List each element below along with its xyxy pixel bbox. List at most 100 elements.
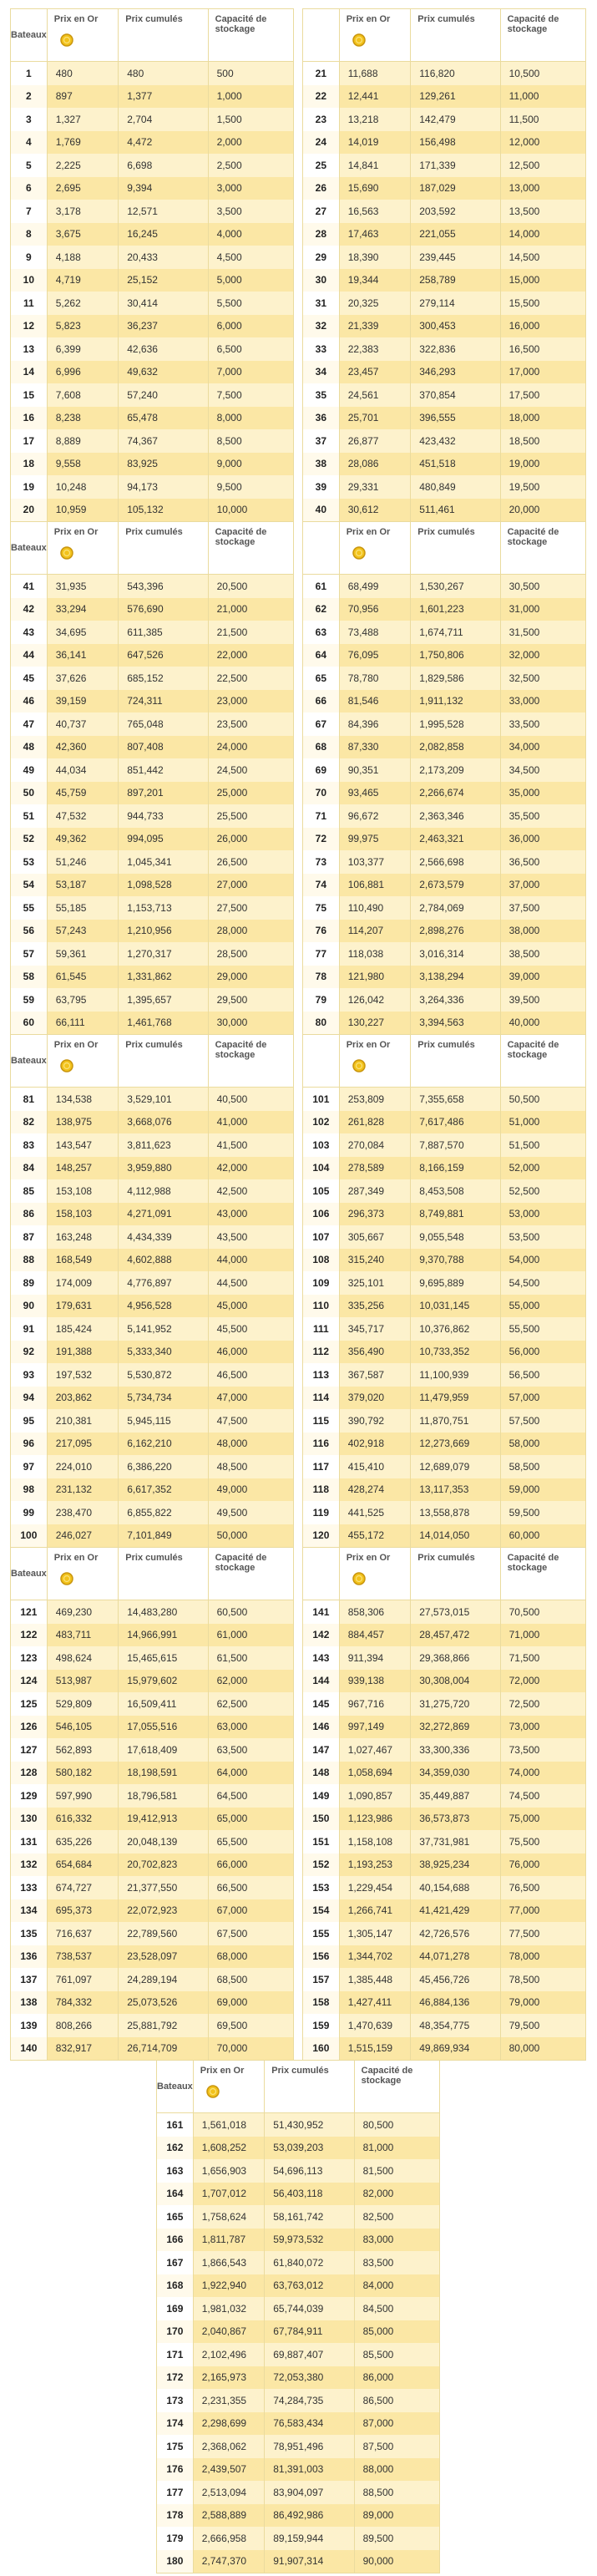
table-cell: 7 — [11, 200, 48, 223]
table-cell: 6,386,220 — [119, 1455, 209, 1478]
table-cell: 55,000 — [500, 1294, 586, 1317]
table-cell: 84,396 — [339, 712, 412, 736]
table-row: 180 2,747,370 91,907,314 90,000 — [157, 2549, 440, 2573]
table-cell: 14,014,050 — [411, 1524, 501, 1547]
table-cell: 13,558,878 — [411, 1501, 501, 1524]
table-cell: 65,478 — [119, 406, 209, 429]
table-cell: 71,500 — [500, 1646, 586, 1670]
table-cell: 74,367 — [119, 429, 209, 453]
table-cell: 32,272,869 — [411, 1715, 501, 1738]
table-cell: 12,273,669 — [411, 1432, 501, 1455]
table-cell: 165 — [157, 2205, 194, 2229]
table-row: 135 716,637 22,789,560 67,500 — [11, 1922, 294, 1945]
table-cell: 62 — [303, 597, 340, 621]
header-cell: Prix en Or — [340, 1035, 412, 1087]
table-cell: 56 — [11, 919, 48, 942]
table-cell: 103 — [303, 1133, 340, 1157]
table-cell: 203,862 — [47, 1386, 119, 1409]
table-cell: 38,925,234 — [411, 1853, 501, 1876]
coin-icon — [60, 33, 73, 47]
table-cell: 75,500 — [500, 1830, 586, 1853]
table-cell: 166 — [157, 2228, 194, 2251]
table-cell: 110,490 — [339, 896, 412, 920]
table-cell: 39,159 — [47, 689, 119, 712]
table-cell: 51,000 — [500, 1110, 586, 1133]
table-cell: 40,000 — [500, 1011, 586, 1034]
table-cell: 29,368,866 — [411, 1646, 501, 1670]
table-cell: 93,465 — [339, 781, 412, 804]
coin-icon — [60, 1572, 73, 1585]
table-cell: 11,100,939 — [411, 1363, 501, 1387]
header-cell: Prix cumulés — [119, 1548, 209, 1600]
table-cell: 38,500 — [500, 942, 586, 966]
table-cell: 480 — [119, 62, 209, 85]
header-row: Prix en Or Prix cumulés Capacité de stocka… — [303, 522, 585, 575]
table-cell: 25,500 — [208, 804, 294, 828]
table-row: 37 26,877 423,432 18,500 — [303, 429, 586, 453]
table-row: 21 11,688 116,820 10,500 — [303, 62, 586, 85]
table-cell: 33,000 — [500, 689, 586, 712]
table-row: 3 1,327 2,704 1,500 — [11, 108, 294, 131]
table-cell: 91,907,314 — [265, 2549, 355, 2573]
table-cell: 1,266,741 — [339, 1899, 412, 1922]
table-cell: 41,000 — [208, 1110, 294, 1133]
header-cell: Capacité de stockage — [209, 1035, 293, 1087]
table-cell: 1,608,252 — [193, 2136, 266, 2159]
table-row: 164 1,707,012 56,403,118 82,000 — [157, 2182, 440, 2205]
table-cell: 24 — [303, 130, 340, 154]
table-cell: 31,000 — [500, 597, 586, 621]
table-cell: 2,165,973 — [193, 2366, 266, 2389]
table-row: 74 106,881 2,673,579 37,000 — [303, 873, 586, 896]
table-cell: 69 — [303, 758, 340, 782]
table-cell: 47,000 — [208, 1386, 294, 1409]
table-cell: 139 — [11, 2014, 48, 2037]
table-cell: 597,990 — [47, 1784, 119, 1808]
table-cell: 130,227 — [339, 1011, 412, 1034]
table-cell: 50,500 — [500, 1088, 586, 1111]
table-row: 156 1,344,702 44,071,278 78,000 — [303, 1945, 586, 1968]
table-cell: 500 — [208, 62, 294, 85]
table-cell: 33 — [303, 337, 340, 361]
table-cell: 25,000 — [208, 781, 294, 804]
table-cell: 100 — [11, 1524, 48, 1547]
table-cell: 13,000 — [500, 176, 586, 200]
table-row: 13 6,399 42,636 6,500 — [11, 337, 294, 361]
table-cell: 70,000 — [208, 2036, 294, 2060]
table-cell: 55,185 — [47, 896, 119, 920]
table-row: 87 163,248 4,434,339 43,500 — [11, 1225, 294, 1249]
table-cell: 197,532 — [47, 1363, 119, 1387]
table-cell: 12,000 — [500, 130, 586, 154]
header-text: Prix cumulés — [417, 14, 475, 24]
table-cell: 156 — [303, 1945, 340, 1968]
table-row: 142 884,457 28,457,472 71,000 — [303, 1623, 586, 1646]
table-cell: 111 — [303, 1317, 340, 1341]
table-cell: 2,673,579 — [411, 873, 501, 896]
table-cell: 162 — [157, 2136, 194, 2159]
table-cell: 2,695 — [47, 176, 119, 200]
table-cell: 5,500 — [208, 292, 294, 315]
table-cell: 65,000 — [208, 1807, 294, 1830]
table-row: 157 1,385,448 45,456,726 78,500 — [303, 1968, 586, 1991]
table-cell: 3,959,880 — [119, 1156, 209, 1179]
table-cell: 86 — [11, 1202, 48, 1225]
table-cell: 60 — [11, 1011, 48, 1034]
table-cell: 17,000 — [500, 360, 586, 383]
table-cell: 27,500 — [208, 896, 294, 920]
table-row: 93 197,532 5,530,872 46,500 — [11, 1363, 294, 1387]
table-row: 73 103,377 2,566,698 36,500 — [303, 850, 586, 874]
table-cell: 23,500 — [208, 712, 294, 736]
table-cell: 287,349 — [339, 1179, 412, 1203]
table-cell: 24,289,194 — [119, 1968, 209, 1991]
header-text: Capacité de stockage — [215, 527, 267, 547]
header-row: Prix en Or Prix cumulés Capacité de stocka… — [303, 9, 585, 62]
table-row: 44 36,141 647,526 22,000 — [11, 643, 294, 667]
table-cell: 1,758,624 — [193, 2205, 266, 2229]
table-cell: 27,573,015 — [411, 1600, 501, 1624]
table-cell: 1,461,768 — [119, 1011, 209, 1034]
table-cell: 7,000 — [208, 360, 294, 383]
table-cell: 89 — [11, 1271, 48, 1295]
table-cell: 22,500 — [208, 667, 294, 690]
table-cell: 21,339 — [339, 314, 412, 337]
table-cell: 6,996 — [47, 360, 119, 383]
header-cell: Prix en Or — [48, 1035, 119, 1087]
